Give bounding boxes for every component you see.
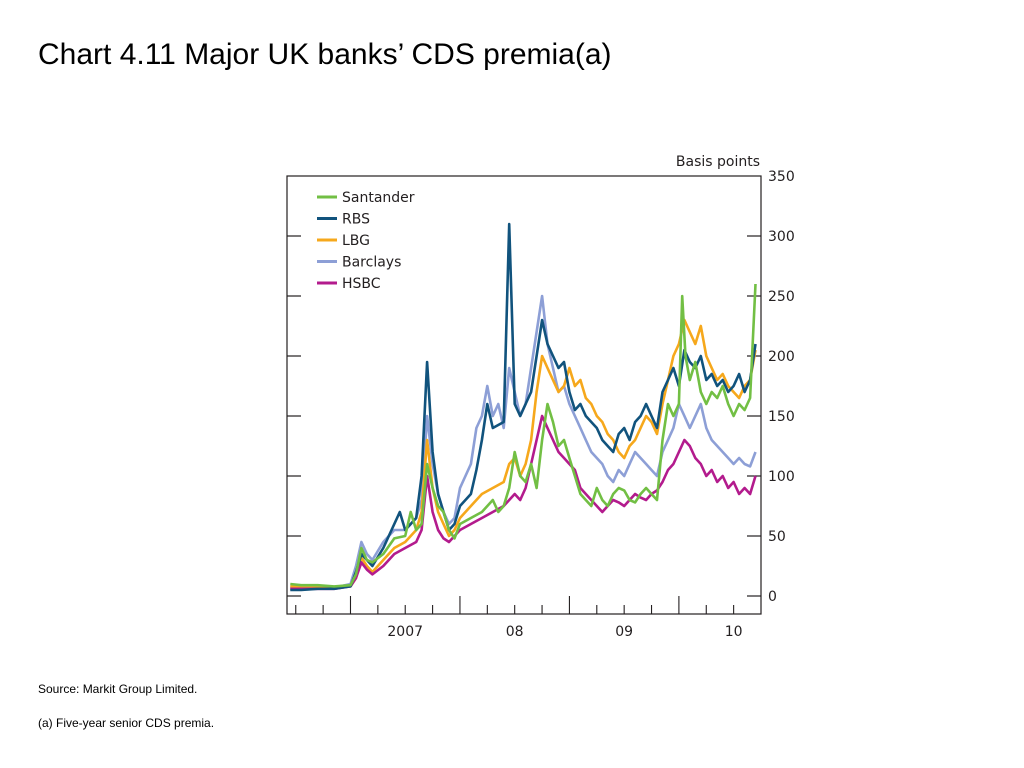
y-tick-label: 200 bbox=[768, 349, 795, 365]
y-axis-unit-label: Basis points bbox=[676, 154, 760, 170]
y-tick-label: 50 bbox=[768, 529, 786, 545]
series-line-santander bbox=[290, 283, 757, 588]
y-tick-label: 350 bbox=[768, 169, 795, 185]
y-tick-label: 150 bbox=[768, 409, 795, 425]
legend-label-barclays: Barclays bbox=[342, 255, 401, 271]
legend-label-lbg: LBG bbox=[342, 233, 370, 249]
legend-label-hsbc: HSBC bbox=[342, 276, 381, 292]
legend-label-santander: Santander bbox=[342, 190, 415, 206]
x-tick-label: 10 bbox=[725, 624, 743, 640]
y-tick-label: 300 bbox=[768, 229, 795, 245]
page-title: Chart 4.11 Major UK banks’ CDS premia(a) bbox=[38, 38, 612, 71]
x-tick-label: 2007 bbox=[387, 624, 423, 640]
series-line-hsbc bbox=[290, 414, 757, 591]
series-line-lbg bbox=[290, 318, 757, 589]
y-tick-label: 100 bbox=[768, 469, 795, 485]
legend-label-rbs: RBS bbox=[342, 212, 370, 228]
x-tick-label: 09 bbox=[615, 624, 633, 640]
x-tick-label: 08 bbox=[506, 624, 524, 640]
y-tick-label: 0 bbox=[768, 589, 777, 605]
source-note: Source: Markit Group Limited. bbox=[38, 682, 198, 696]
plot-area bbox=[286, 175, 762, 615]
footnote: (a) Five-year senior CDS premia. bbox=[38, 716, 215, 730]
y-tick-label: 250 bbox=[768, 289, 795, 305]
